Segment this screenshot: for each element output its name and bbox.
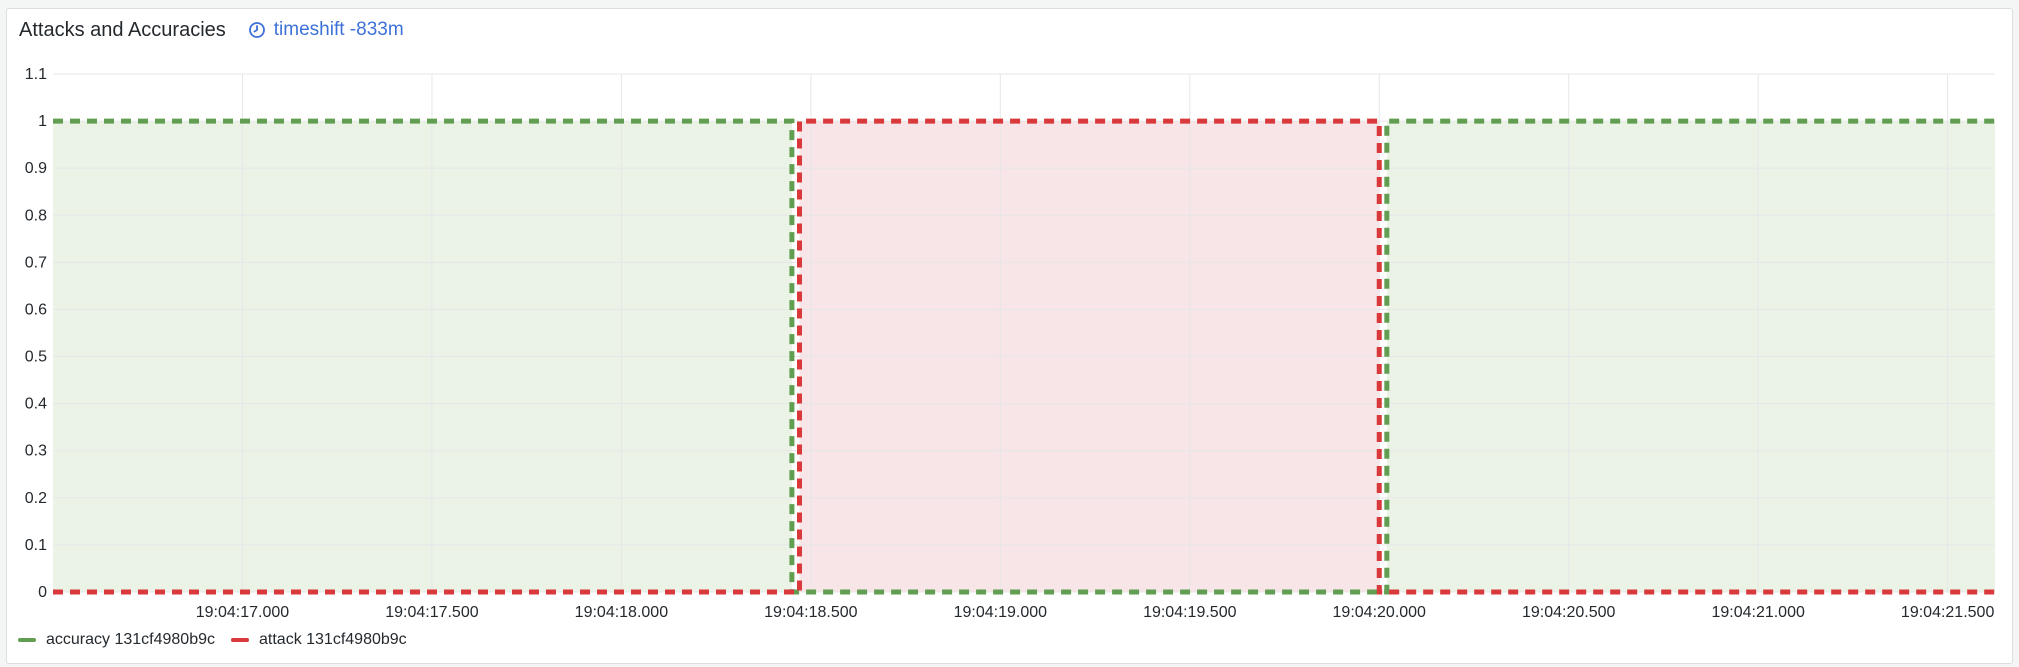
timeshift-label: timeshift -833m: [273, 19, 404, 40]
x-tick-label-5: 19:04:19.500: [1143, 604, 1237, 621]
x-tick-label-4: 19:04:19.000: [954, 604, 1048, 621]
y-tick-label-6: 0.6: [25, 301, 47, 318]
series-line-1: [53, 118, 1995, 595]
legend-swatch-accuracy: [18, 638, 36, 642]
y-tick-label-8: 0.8: [25, 207, 47, 224]
legend-swatch-attack: [231, 638, 249, 642]
y-tick-label-10: 1: [38, 113, 47, 130]
y-tick-label-7: 0.7: [25, 254, 47, 271]
y-tick-label-1: 0.1: [25, 537, 47, 554]
x-tick-label-1: 19:04:17.500: [385, 604, 479, 621]
y-tick-label-4: 0.4: [25, 396, 47, 413]
series-fill-0: [53, 121, 1995, 592]
timeshift-indicator: timeshift -833m: [248, 19, 404, 41]
series-line-0: [53, 118, 1995, 595]
x-tick-label-9: 19:04:21.500: [1901, 604, 1995, 621]
chart-legend: accuracy 131cf4980b9c attack 131cf4980b9…: [18, 631, 423, 649]
y-tick-label-11: 1.1: [25, 66, 47, 83]
x-tick-label-7: 19:04:20.500: [1522, 604, 1616, 621]
x-tick-label-8: 19:04:21.000: [1711, 604, 1805, 621]
panel-header: Attacks and Accuracies timeshift -833m: [19, 19, 404, 41]
x-tick-label-6: 19:04:20.000: [1333, 604, 1427, 621]
panel-title[interactable]: Attacks and Accuracies: [19, 18, 226, 41]
x-tick-label-0: 19:04:17.000: [196, 604, 290, 621]
x-tick-label-3: 19:04:18.500: [764, 604, 858, 621]
x-tick-label-2: 19:04:18.000: [575, 604, 669, 621]
legend-item-attack[interactable]: attack 131cf4980b9c: [231, 631, 407, 649]
y-tick-label-3: 0.3: [25, 443, 47, 460]
y-tick-label-5: 0.5: [25, 349, 47, 366]
legend-label-attack: attack 131cf4980b9c: [259, 631, 407, 648]
y-tick-label-0: 0: [38, 584, 47, 601]
legend-label-accuracy: accuracy 131cf4980b9c: [46, 631, 215, 648]
y-tick-label-9: 0.9: [25, 160, 47, 177]
legend-item-accuracy[interactable]: accuracy 131cf4980b9c: [18, 631, 215, 649]
y-tick-label-2: 0.2: [25, 490, 47, 507]
clock-icon: [248, 22, 265, 38]
